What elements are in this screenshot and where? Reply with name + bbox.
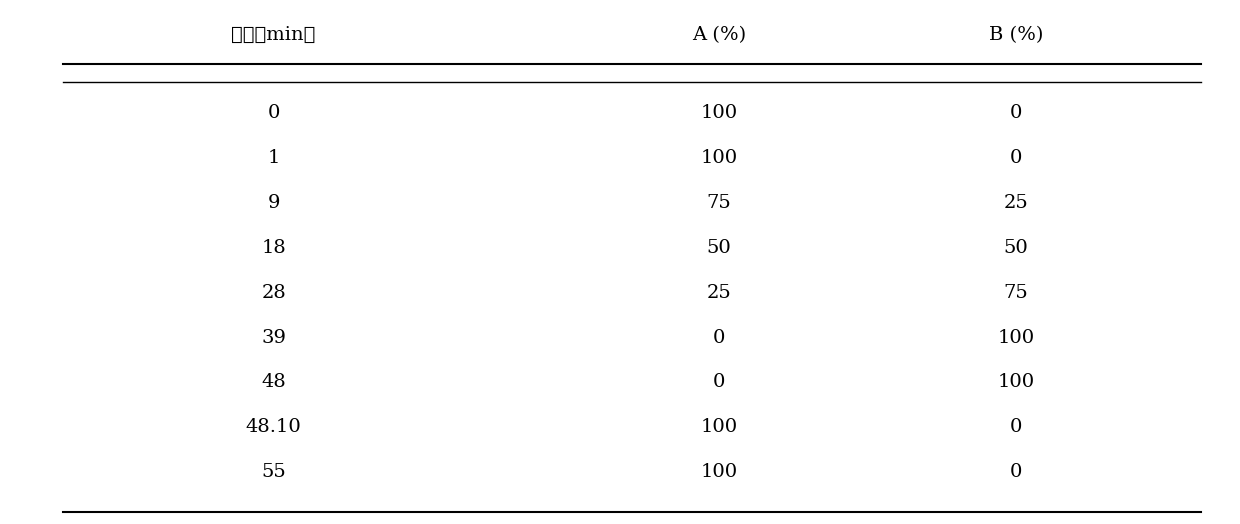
Text: 100: 100	[701, 149, 738, 167]
Text: 75: 75	[1003, 284, 1028, 302]
Text: 48.10: 48.10	[246, 418, 301, 436]
Text: 18: 18	[262, 239, 286, 257]
Text: 50: 50	[707, 239, 732, 257]
Text: 75: 75	[707, 194, 732, 212]
Text: 0: 0	[268, 104, 280, 123]
Text: 39: 39	[262, 329, 286, 346]
Text: 1: 1	[268, 149, 280, 167]
Text: 25: 25	[1003, 194, 1028, 212]
Text: 0: 0	[1009, 418, 1022, 436]
Text: 0: 0	[1009, 463, 1022, 481]
Text: 100: 100	[997, 374, 1034, 391]
Text: B (%): B (%)	[988, 26, 1043, 44]
Text: 50: 50	[1003, 239, 1028, 257]
Text: 0: 0	[1009, 149, 1022, 167]
Text: 55: 55	[262, 463, 286, 481]
Text: 0: 0	[1009, 104, 1022, 123]
Text: 0: 0	[713, 374, 725, 391]
Text: 100: 100	[997, 329, 1034, 346]
Text: A (%): A (%)	[692, 26, 746, 44]
Text: 9: 9	[268, 194, 280, 212]
Text: 100: 100	[701, 463, 738, 481]
Text: 25: 25	[707, 284, 732, 302]
Text: 48: 48	[262, 374, 286, 391]
Text: 时间（min）: 时间（min）	[232, 26, 316, 44]
Text: 100: 100	[701, 418, 738, 436]
Text: 28: 28	[262, 284, 286, 302]
Text: 100: 100	[701, 104, 738, 123]
Text: 0: 0	[713, 329, 725, 346]
